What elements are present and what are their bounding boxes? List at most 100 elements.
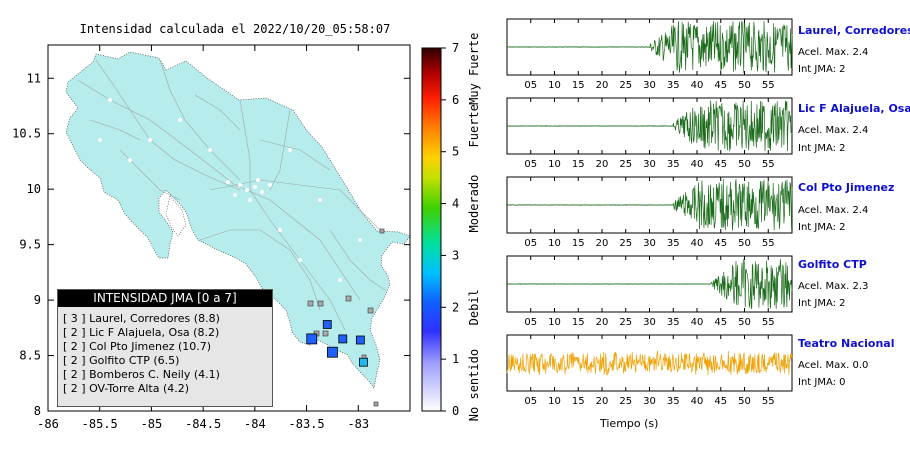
map-y-tick-label: 9 <box>34 293 41 307</box>
time-tick-label: 15 <box>572 159 585 170</box>
intensity-colorbar: 0 1 2 3 4 5 6 7 No sentido Debil Moderado FuerteMu… <box>421 33 481 422</box>
colorbar-tick-label: 5 <box>452 145 459 159</box>
map-x-tick-label: -85.5 <box>82 417 118 431</box>
time-tick-label: 50 <box>738 238 751 249</box>
legend-item: [ 2 ] Lic F Alajuela, Osa (8.2) <box>63 326 220 339</box>
time-tick-label: 50 <box>738 159 751 170</box>
time-tick-label: 25 <box>619 317 632 328</box>
page-title: Intensidad calculada el 2022/10/20_05:58… <box>79 22 391 36</box>
station-marker <box>322 320 332 329</box>
time-tick-label: 55 <box>762 317 775 328</box>
time-tick-label: 05 <box>524 396 537 407</box>
gulf-of-nicoya <box>165 195 187 237</box>
time-tick-label: 40 <box>691 159 704 170</box>
time-tick-label: 40 <box>691 80 704 91</box>
map-y-tick-label: 8 <box>34 404 41 418</box>
time-tick-label: 30 <box>643 80 656 91</box>
time-tick-label: 15 <box>572 238 585 249</box>
time-tick-label: 20 <box>596 238 609 249</box>
time-tick-label: 20 <box>596 396 609 407</box>
colorbar-tick-label: 4 <box>452 197 459 211</box>
station-marker <box>327 346 338 358</box>
map-y-tick-label: 11 <box>27 71 41 85</box>
map-y-tick-label: 10.5 <box>12 127 41 141</box>
legend-item: [ 2 ] Col Pto Jimenez (10.7) <box>63 340 212 353</box>
time-tick-label: 45 <box>714 396 727 407</box>
time-tick-label: 10 <box>548 159 561 170</box>
waveform-panel: 05 10 15 20 25 30 35 40 45 50 55 <box>506 255 793 328</box>
colorbar-tick-label: 3 <box>452 248 459 262</box>
station-name: Laurel, Corredores <box>798 24 910 37</box>
time-tick-label: 25 <box>619 396 632 407</box>
colorbar-tick-label: 0 <box>452 404 459 418</box>
time-tick-label: 30 <box>643 317 656 328</box>
map-x-tick-label: -83 <box>347 417 369 431</box>
station-acel: Acel. Max. 2.4 <box>798 47 869 58</box>
time-tick-label: 35 <box>667 159 680 170</box>
time-tick-label: 30 <box>643 238 656 249</box>
map-x-tick-label: -86 <box>37 417 59 431</box>
time-tick-label: 50 <box>738 396 751 407</box>
colorbar-category-label: Debil <box>467 289 481 325</box>
time-tick-label: 25 <box>619 80 632 91</box>
station-acel: Acel. Max. 2.3 <box>798 281 869 292</box>
time-tick-label: 20 <box>596 317 609 328</box>
time-tick-label: 45 <box>714 317 727 328</box>
station-marker <box>355 335 365 345</box>
station-acel: Acel. Max. 0.0 <box>798 360 869 371</box>
time-tick-label: 40 <box>691 317 704 328</box>
time-tick-label: 50 <box>738 317 751 328</box>
town-markers <box>98 98 362 282</box>
map-x-tick-label: -85 <box>141 417 163 431</box>
colorbar-tick-label: 6 <box>452 93 459 107</box>
time-tick-label: 50 <box>738 80 751 91</box>
time-tick-label: 10 <box>548 80 561 91</box>
legend-title: INTENSIDAD JMA [0 a 7] <box>58 290 272 307</box>
map-axis-ticks: -86 -85.5 -85 -84.5 -84 -83.5 -83 8 8.5 9 9.5 10 10.… <box>12 45 410 431</box>
waveform-panel: 05 10 15 20 25 30 35 40 45 50 55 <box>506 18 793 91</box>
time-tick-label: 15 <box>572 317 585 328</box>
time-tick-label: 05 <box>524 317 537 328</box>
time-tick-label: 35 <box>667 396 680 407</box>
time-tick-label: 10 <box>548 396 561 407</box>
legend-item: [ 3 ] Laurel, Corredores (8.8) <box>63 312 220 325</box>
map-y-tick-label: 8.5 <box>19 349 41 363</box>
station-int: Int JMA: 2 <box>798 298 846 309</box>
station-int: Int JMA: 2 <box>798 143 846 154</box>
waveform-trace <box>506 350 793 376</box>
station-int: Int JMA: 0 <box>798 377 846 388</box>
station-acel: Acel. Max. 2.4 <box>798 125 869 136</box>
time-tick-label: 20 <box>596 80 609 91</box>
time-axis-label: Tiempo (s) <box>600 417 659 430</box>
map-x-tick-label: -84 <box>244 417 266 431</box>
colorbar-category-label: Muy Fuerte <box>467 33 481 105</box>
time-tick-label: 05 <box>524 238 537 249</box>
time-tick-label: 10 <box>548 317 561 328</box>
time-tick-label: 55 <box>762 396 775 407</box>
colorbar-category-label: No sentido <box>467 349 481 421</box>
other-station-markers <box>307 228 385 407</box>
colorbar-tick-label: 7 <box>452 41 459 55</box>
time-tick-label: 45 <box>714 80 727 91</box>
time-tick-label: 40 <box>691 238 704 249</box>
legend-item: [ 2 ] Golfito CTP (6.5) <box>63 354 180 367</box>
colorbar-tick-label: 2 <box>452 300 459 314</box>
time-tick-label: 15 <box>572 80 585 91</box>
legend-item: [ 2 ] Bomberos C. Neily (4.1) <box>63 368 220 381</box>
time-tick-label: 10 <box>548 238 561 249</box>
time-tick-label: 15 <box>572 396 585 407</box>
station-name: Golfito CTP <box>798 258 867 271</box>
legend-list: [ 3 ] Laurel, Corredores (8.8) [ 2 ] Lic… <box>58 312 272 396</box>
time-tick-label: 05 <box>524 159 537 170</box>
time-tick-label: 30 <box>643 396 656 407</box>
station-int: Int JMA: 2 <box>798 64 846 75</box>
time-tick-label: 25 <box>619 238 632 249</box>
map-y-tick-label: 10 <box>27 182 41 196</box>
costa-rica-landmass <box>65 51 411 389</box>
waveform-panels: 05 10 15 20 25 30 35 40 45 50 55 05 10 15 20 25 30 35 40 45… <box>506 18 793 407</box>
time-tick-label: 35 <box>667 317 680 328</box>
map-x-tick-label: -83.5 <box>289 417 325 431</box>
time-tick-label: 55 <box>762 238 775 249</box>
